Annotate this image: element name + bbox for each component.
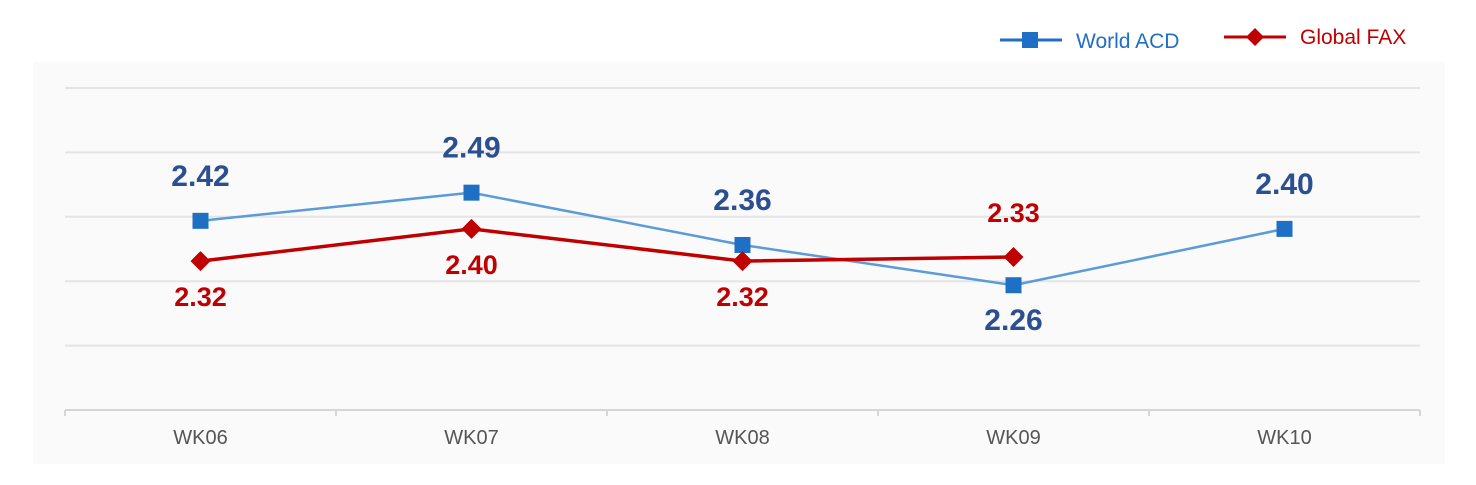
x-tick-label: WK09 — [986, 427, 1040, 449]
data-point-square[interactable] — [192, 212, 209, 229]
data-label: 2.40 — [445, 250, 498, 280]
x-tick-label: WK10 — [1257, 427, 1311, 449]
series-line-global-fax — [200, 227, 1014, 263]
data-label: 2.49 — [442, 132, 500, 165]
data-label: 2.26 — [984, 304, 1042, 337]
data-point-diamond[interactable] — [190, 251, 211, 272]
legend-square-marker-icon — [1022, 32, 1038, 48]
data-label: 2.42 — [171, 160, 229, 193]
x-tick-label: WK08 — [715, 427, 769, 449]
legend-item-global-fax[interactable]: Global FAX — [1224, 26, 1406, 49]
legend-item-world-acd[interactable]: World ACD — [1000, 30, 1179, 53]
data-point-diamond[interactable] — [1003, 247, 1024, 268]
data-label: 2.36 — [713, 184, 771, 217]
data-label: 2.32 — [716, 282, 769, 312]
data-point-square[interactable] — [1276, 220, 1293, 237]
data-point-square[interactable] — [1005, 277, 1022, 294]
gridlines — [65, 87, 1420, 347]
data-label: 2.33 — [987, 198, 1040, 228]
data-labels: 2.42 2.49 2.36 2.26 2.40 2.32 2.40 2.32 2.33 — [171, 132, 1313, 338]
data-point-diamond[interactable] — [461, 218, 482, 239]
data-label: 2.40 — [1255, 168, 1313, 201]
legend-label-world-acd: World ACD — [1076, 30, 1179, 53]
series-group — [190, 184, 1293, 294]
data-point-diamond[interactable] — [732, 251, 753, 272]
x-axis: WK06 WK07 WK08 WK09 WK10 — [64, 409, 1421, 449]
data-point-square[interactable] — [734, 236, 751, 253]
legend: World ACD Global FAX — [1000, 26, 1406, 53]
data-point-square[interactable] — [463, 184, 480, 201]
legend-label-global-fax: Global FAX — [1300, 26, 1406, 49]
legend-diamond-marker-icon — [1246, 28, 1264, 46]
x-tick-label: WK06 — [173, 427, 227, 449]
data-label: 2.32 — [174, 282, 227, 312]
x-tick-label: WK07 — [444, 427, 498, 449]
